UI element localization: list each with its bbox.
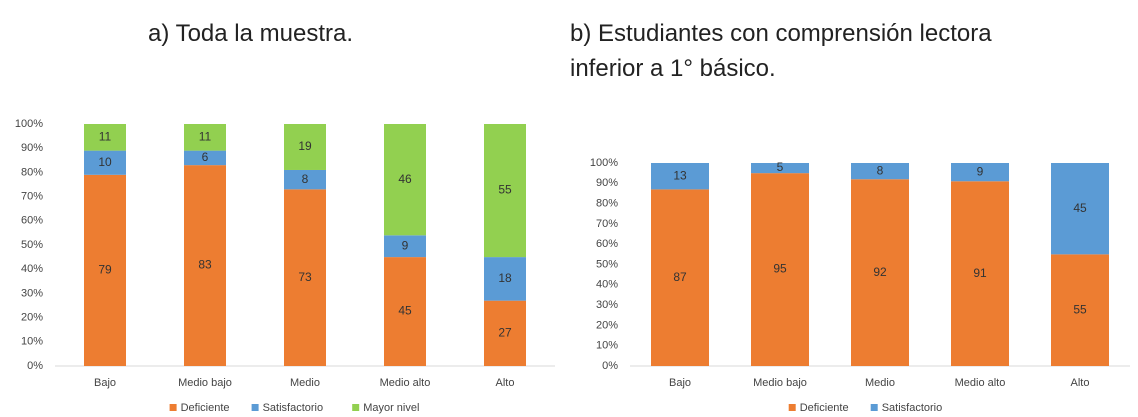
- bar-segment: [284, 124, 326, 170]
- bar-segment: [84, 174, 126, 366]
- legend-label: Deficiente: [181, 402, 230, 414]
- bar-segment: [751, 173, 809, 366]
- value-label: 10: [98, 155, 112, 169]
- value-label: 91: [973, 266, 987, 280]
- value-label: 55: [498, 183, 512, 197]
- y-tick-label: 40%: [596, 279, 618, 291]
- value-label: 27: [498, 326, 512, 340]
- y-tick-label: 50%: [596, 258, 618, 270]
- legend-swatch: [251, 404, 259, 411]
- value-label: 92: [873, 265, 887, 279]
- bar-segment: [951, 181, 1009, 366]
- legend-label: Mayor nivel: [363, 402, 419, 414]
- bar-segment: [484, 124, 526, 258]
- x-tick-label: Medio alto: [380, 377, 431, 389]
- bar-segment: [384, 235, 426, 258]
- y-tick-label: 0%: [27, 360, 43, 372]
- x-tick-label: Bajo: [94, 377, 116, 389]
- chart-title: b) Estudiantes con comprensión lectora i…: [570, 20, 992, 82]
- y-tick-label: 0%: [602, 360, 618, 372]
- y-tick-label: 10%: [596, 340, 618, 352]
- bar-segment: [651, 189, 709, 366]
- value-label: 45: [1073, 201, 1087, 215]
- bar-segment: [384, 257, 426, 366]
- legend-swatch: [870, 404, 878, 411]
- y-tick-label: 80%: [596, 198, 618, 210]
- bar-segment: [84, 124, 126, 151]
- value-label: 95: [773, 262, 787, 276]
- x-tick-label: Medio bajo: [753, 377, 807, 389]
- value-label: 83: [198, 258, 212, 272]
- y-tick-label: 20%: [596, 319, 618, 331]
- bar-segment: [484, 257, 526, 301]
- bar-segment: [951, 163, 1009, 182]
- legend-label: Deficiente: [800, 402, 849, 414]
- value-label: 55: [1073, 302, 1087, 316]
- value-label: 8: [302, 172, 309, 186]
- y-tick-label: 70%: [596, 218, 618, 230]
- bar-segment: [851, 163, 909, 180]
- bar-segment: [1051, 254, 1109, 366]
- bar-segment: [751, 163, 809, 174]
- bar-segment: [484, 300, 526, 366]
- value-label: 19: [298, 139, 312, 153]
- legend-label: Satisfactorio: [263, 402, 324, 414]
- bar-segment: [184, 124, 226, 151]
- y-tick-label: 100%: [590, 157, 618, 169]
- y-tick-label: 10%: [21, 336, 43, 348]
- y-tick-label: 60%: [596, 238, 618, 250]
- value-label: 79: [98, 263, 112, 277]
- bar-segment: [284, 189, 326, 366]
- x-tick-label: Medio alto: [955, 377, 1006, 389]
- y-tick-label: 80%: [21, 166, 43, 178]
- value-label: 9: [977, 164, 984, 178]
- y-tick-label: 40%: [21, 263, 43, 275]
- bar-segment: [651, 163, 709, 190]
- value-label: 13: [673, 168, 687, 182]
- y-tick-label: 50%: [21, 239, 43, 251]
- chart-title: a) Toda la muestra.: [148, 20, 353, 47]
- bar-segment: [284, 169, 326, 190]
- y-tick-label: 60%: [21, 215, 43, 227]
- y-tick-label: 20%: [21, 312, 43, 324]
- value-label: 8: [877, 163, 884, 177]
- y-tick-label: 100%: [15, 118, 43, 130]
- bar-segment: [384, 124, 426, 236]
- y-tick-label: 70%: [21, 191, 43, 203]
- y-tick-label: 90%: [21, 142, 43, 154]
- y-tick-label: 30%: [596, 299, 618, 311]
- bar-segment: [851, 179, 909, 366]
- y-tick-label: 90%: [596, 177, 618, 189]
- value-label: 11: [99, 129, 112, 143]
- value-label: 45: [398, 304, 412, 318]
- x-tick-label: Alto: [496, 377, 515, 389]
- bar-segment: [184, 165, 226, 366]
- value-label: 5: [777, 160, 784, 174]
- legend-label: Satisfactorio: [882, 402, 943, 414]
- value-label: 18: [498, 271, 512, 285]
- x-tick-label: Medio: [290, 377, 320, 389]
- value-label: 73: [298, 270, 312, 284]
- value-label: 11: [199, 129, 212, 143]
- x-tick-label: Medio bajo: [178, 377, 232, 389]
- x-tick-label: Medio: [865, 377, 895, 389]
- bar-segment: [184, 150, 226, 166]
- y-tick-label: 30%: [21, 287, 43, 299]
- legend-swatch: [352, 404, 360, 411]
- legend-swatch: [169, 404, 177, 411]
- value-label: 87: [673, 270, 687, 284]
- x-tick-label: Bajo: [669, 377, 691, 389]
- value-label: 9: [402, 238, 409, 252]
- bar-segment: [84, 150, 126, 175]
- value-label: 46: [398, 172, 412, 186]
- legend-swatch: [788, 404, 796, 411]
- value-label: 6: [202, 150, 209, 164]
- x-tick-label: Alto: [1071, 377, 1090, 389]
- bar-segment: [1051, 163, 1109, 255]
